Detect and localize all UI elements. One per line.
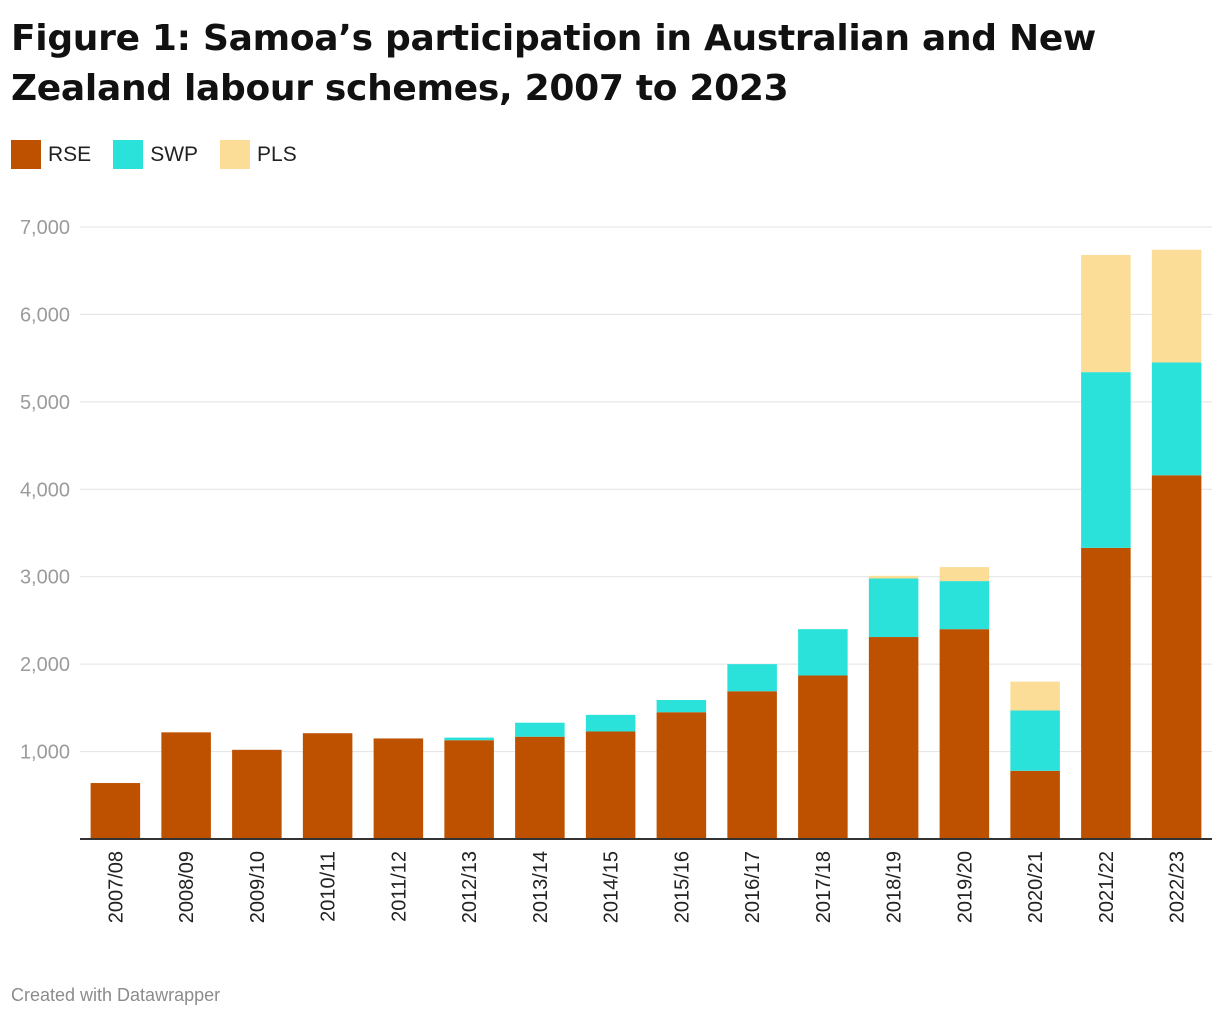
x-tick-label: 2016/17: [742, 851, 764, 923]
bar-rse: [1151, 475, 1202, 839]
x-tick-label: 2007/08: [105, 851, 127, 923]
bar-rse: [232, 749, 282, 839]
bar-swp: [868, 578, 919, 638]
y-tick-label: 4,000: [20, 479, 70, 501]
legend-swatch-swp: [113, 140, 144, 169]
x-tick-label: 2019/20: [954, 851, 976, 923]
bar-rse: [656, 712, 707, 839]
bar-rse: [302, 733, 353, 839]
bar-rse: [1010, 770, 1060, 839]
x-tick-label: 2018/19: [884, 851, 906, 923]
legend: RSE SWP PLS: [11, 140, 319, 169]
bar-swp: [585, 714, 636, 732]
x-tick-label: 2014/15: [601, 851, 623, 923]
x-tick-label: 2013/14: [530, 851, 552, 923]
legend-item-rse: RSE: [11, 140, 91, 169]
legend-item-swp: SWP: [113, 140, 198, 169]
bar-rse: [90, 783, 141, 839]
stacked-bar-chart: 1,000 2,000 3,000 4,000 5,000 6,000 7,000 2007/…: [20, 217, 1212, 923]
bar-swp: [1010, 710, 1060, 771]
bar-swp: [1081, 372, 1131, 548]
legend-item-pls: PLS: [220, 140, 297, 169]
bar-pls: [1010, 681, 1060, 711]
bar-rse: [373, 738, 424, 839]
bar-rse: [1081, 547, 1131, 839]
bar-swp: [515, 722, 565, 737]
x-tick-label: 2015/16: [671, 851, 693, 923]
bar-pls: [939, 567, 990, 582]
bar-rse: [515, 736, 565, 839]
bar-rse: [798, 675, 848, 839]
bar-swp: [656, 699, 707, 713]
bar-swp: [1151, 362, 1202, 476]
x-tick-label: 2021/22: [1096, 851, 1118, 923]
legend-label-pls: PLS: [257, 142, 297, 166]
bar-rse: [585, 731, 636, 839]
y-tick-label: 6,000: [20, 304, 70, 326]
y-tick-label: 5,000: [20, 392, 70, 414]
x-tick-label: 2011/12: [388, 851, 410, 922]
bar-rse: [939, 629, 990, 839]
y-tick-label: 2,000: [20, 654, 70, 676]
legend-label-rse: RSE: [48, 142, 92, 166]
bar-rse: [161, 732, 211, 839]
bar-swp: [939, 581, 990, 630]
bar-rse: [444, 740, 494, 839]
legend-swatch-rse: [11, 140, 41, 169]
x-tick-label: 2020/21: [1025, 851, 1047, 923]
x-tick-label: 2008/09: [176, 851, 198, 923]
bar-rse: [868, 637, 919, 839]
bar-pls: [868, 575, 919, 579]
x-tick-label: 2017/18: [813, 851, 835, 923]
credit-footer: Created with Datawrapper: [11, 985, 221, 1005]
y-tick-label: 3,000: [20, 567, 70, 589]
x-tick-label: 2010/11: [318, 851, 340, 922]
bar-pls: [1081, 254, 1131, 373]
bar-rse: [727, 691, 777, 839]
x-tick-label: 2022/23: [1167, 851, 1189, 923]
chart-title: Figure 1: Samoa’s participation in Austr…: [11, 18, 1096, 109]
x-tick-label: 2009/10: [247, 851, 269, 923]
y-tick-label: 1,000: [20, 742, 70, 764]
bar-pls: [1151, 249, 1202, 363]
legend-label-swp: SWP: [150, 142, 199, 166]
bar-swp: [798, 629, 848, 676]
x-tick-label: 2012/13: [459, 851, 481, 923]
legend-swatch-pls: [220, 140, 251, 169]
y-tick-label: 7,000: [20, 217, 70, 239]
bar-swp: [727, 664, 777, 692]
bar-swp: [444, 737, 494, 741]
